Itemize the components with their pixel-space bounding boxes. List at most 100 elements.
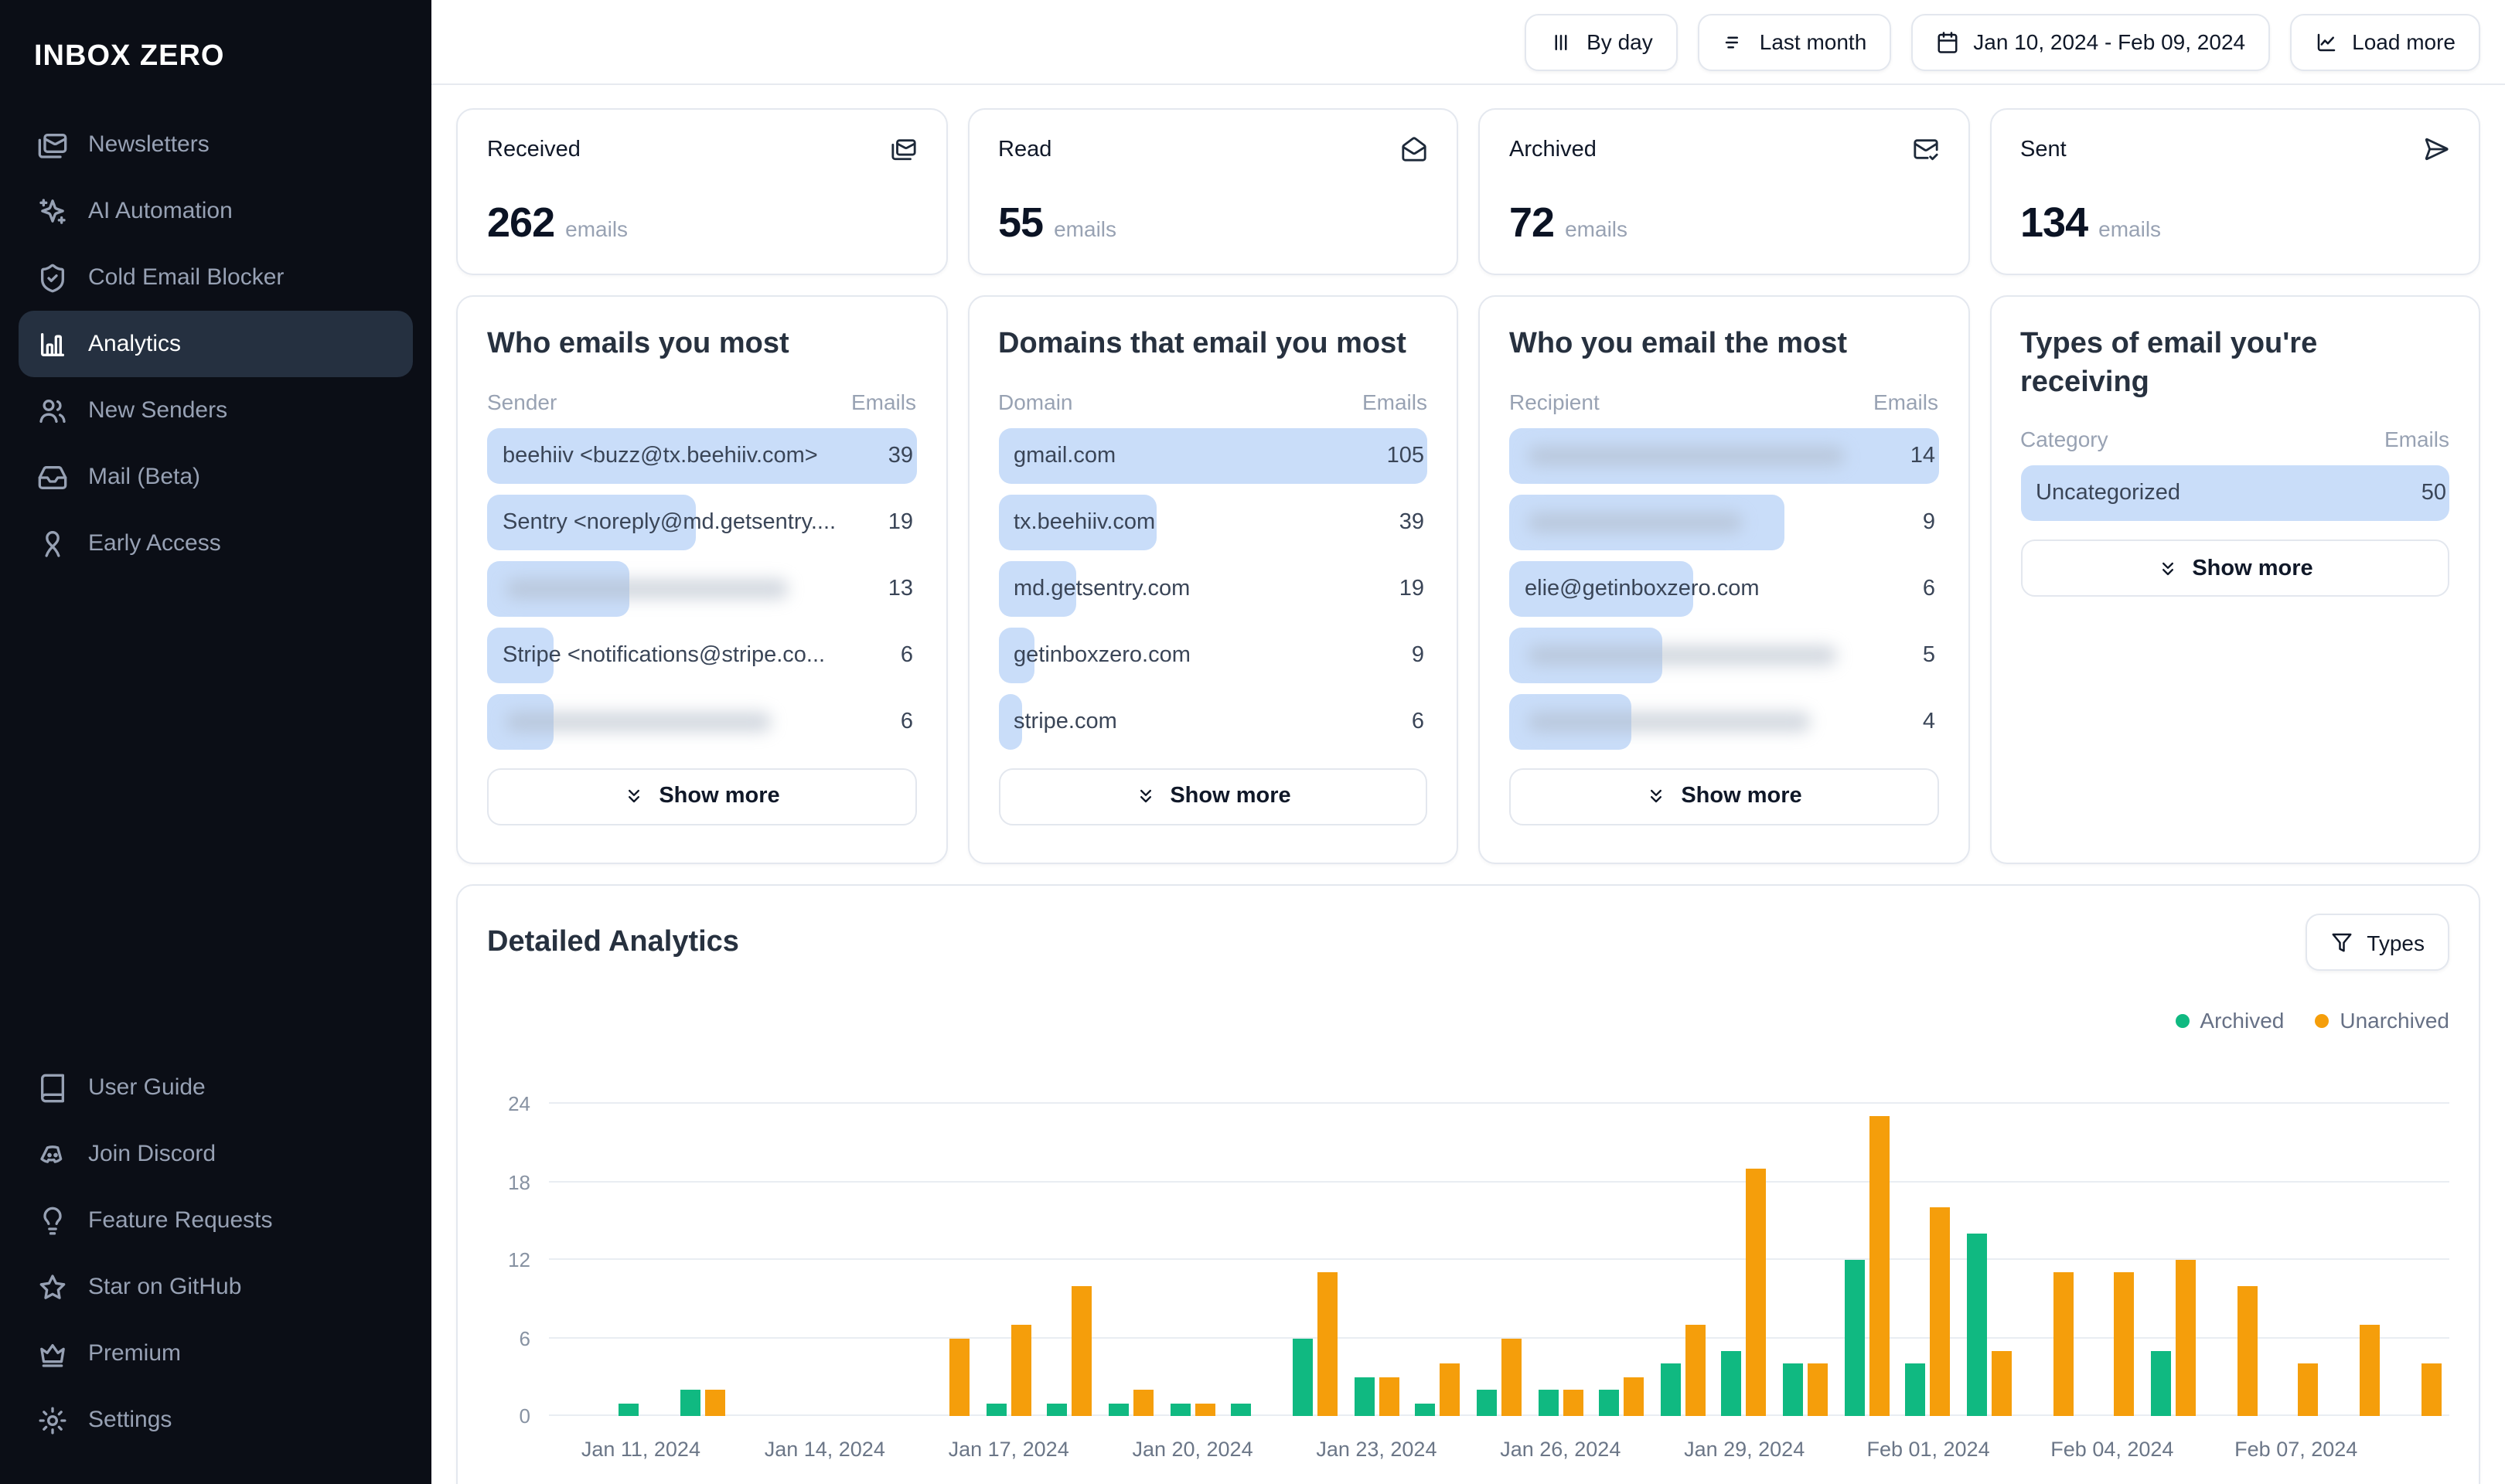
legend-item-unarchived: Unarchived <box>2315 1008 2449 1033</box>
sparkles-icon <box>37 196 68 226</box>
chart-day-slot <box>1407 1104 1468 1416</box>
sidebar-item-settings[interactable]: Settings <box>19 1387 413 1453</box>
bar-unarchived <box>2237 1285 2258 1416</box>
sidebar-item-feature-requests[interactable]: Feature Requests <box>19 1187 413 1254</box>
show-more-button[interactable]: Show more <box>998 768 1427 825</box>
table-row: md.getsentry.com 19 <box>998 560 1427 617</box>
x-tick-label: Feb 04, 2024 <box>2050 1438 2174 1461</box>
column-header: Emails <box>1362 389 1427 414</box>
bar-archived <box>1354 1377 1375 1416</box>
mails-icon <box>37 129 68 160</box>
bar-archived <box>986 1403 1007 1416</box>
chevrons-down-icon <box>2156 558 2178 580</box>
sidebar-item-new-senders[interactable]: New Senders <box>19 377 413 444</box>
bar-unarchived <box>1685 1325 1706 1416</box>
chart-day-slot <box>1101 1104 1162 1416</box>
chart-day-slot <box>917 1104 978 1416</box>
x-tick-label: Jan 23, 2024 <box>1316 1438 1437 1461</box>
chart-day-slot <box>2204 1104 2265 1416</box>
bar-archived <box>1905 1363 1926 1416</box>
sidebar-item-label: Cold Email Blocker <box>88 264 285 291</box>
row-bar <box>998 427 1427 484</box>
sidebar-item-premium[interactable]: Premium <box>19 1320 413 1387</box>
chart-day-slot <box>1223 1104 1284 1416</box>
sidebar-item-newsletters[interactable]: Newsletters <box>19 111 413 178</box>
table-row: 13 <box>487 560 916 617</box>
chevrons-down-icon <box>1134 785 1156 807</box>
list-card-title: Types of email you're receiving <box>2020 328 2318 399</box>
sidebar-item-user-guide[interactable]: User Guide <box>19 1054 413 1121</box>
bar-unarchived <box>1317 1272 1338 1416</box>
y-tick-label: 12 <box>508 1248 530 1271</box>
chart-day-slot <box>672 1104 733 1416</box>
types-filter-button[interactable]: Types <box>2305 914 2449 971</box>
stat-value: 72 <box>1509 199 1555 246</box>
stat-value: 262 <box>487 199 555 246</box>
column-header: Emails <box>1873 389 1938 414</box>
crown-icon <box>37 1338 68 1369</box>
stat-card-sent: Sent 134 emails <box>1989 108 2480 275</box>
sidebar-item-mail-beta[interactable]: Mail (Beta) <box>19 444 413 510</box>
mails-icon <box>890 136 916 162</box>
table-row: elie@getinboxzero.com 6 <box>1509 560 1938 617</box>
stat-unit: emails <box>1054 216 1117 241</box>
redacted-text <box>1528 512 1743 533</box>
sidebar-nav-footer: User Guide Join Discord Feature Requests St… <box>0 1054 431 1453</box>
chart-day-slot <box>1713 1104 1774 1416</box>
bar-unarchived <box>1930 1207 1951 1416</box>
show-more-label: Show more <box>1681 784 1802 809</box>
show-more-button[interactable]: Show more <box>1509 768 1938 825</box>
period-last-month-button[interactable]: Last month <box>1697 13 1892 70</box>
sidebar-item-early-access[interactable]: Early Access <box>19 510 413 577</box>
row-label: Uncategorized <box>2036 481 2180 506</box>
x-tick-label: Jan 26, 2024 <box>1500 1438 1621 1461</box>
row-bar <box>998 627 1035 683</box>
list-card-title: Who you email the most <box>1509 328 1848 360</box>
row-value: 50 <box>2421 481 2446 506</box>
row-value: 5 <box>1922 642 1935 668</box>
sidebar-nav-main: Newsletters AI Automation Cold Email Block… <box>0 111 431 577</box>
row-bar <box>487 627 554 683</box>
ribbon-icon <box>37 528 68 559</box>
chart-day-slot <box>1284 1104 1345 1416</box>
bar-chart-icon <box>37 328 68 359</box>
sidebar-item-cold-email-blocker[interactable]: Cold Email Blocker <box>19 244 413 311</box>
bar-archived <box>1721 1350 1742 1416</box>
y-tick-label: 6 <box>519 1326 530 1350</box>
domains-that-email-you-most-card: Domains that email you most Domain Emails g… <box>967 295 1458 864</box>
gridline <box>549 1414 2449 1416</box>
bar-archived <box>1783 1363 1804 1416</box>
bar-unarchived <box>2298 1363 2319 1416</box>
bar-unarchived <box>1072 1285 1092 1416</box>
chart-day-slot <box>2387 1104 2449 1416</box>
bar-archived <box>1660 1363 1681 1416</box>
bar-archived <box>1538 1390 1559 1416</box>
detailed-analytics-title: Detailed Analytics <box>487 926 739 958</box>
chart-day-slot <box>610 1104 671 1416</box>
table-row: Uncategorized 50 <box>2020 465 2449 522</box>
load-more-button[interactable]: Load more <box>2290 13 2480 70</box>
show-more-button[interactable]: Show more <box>487 768 916 825</box>
table-row: 9 <box>1509 494 1938 550</box>
list-card-title: Who emails you most <box>487 328 789 360</box>
chevrons-down-icon <box>1645 785 1667 807</box>
bar-unarchived <box>1379 1377 1399 1416</box>
chart-day-slot <box>1162 1104 1223 1416</box>
types-of-email-you-re-receiving-card: Types of email you're receiving Category E… <box>1989 295 2480 864</box>
sidebar-item-analytics[interactable]: Analytics <box>19 311 413 377</box>
chart-day-slot <box>1346 1104 1407 1416</box>
sidebar-item-join-discord[interactable]: Join Discord <box>19 1121 413 1187</box>
sidebar-item-ai-automation[interactable]: AI Automation <box>19 178 413 244</box>
view-by-day-button[interactable]: By day <box>1525 13 1678 70</box>
chart-day-slot <box>2081 1104 2142 1416</box>
bar-archived <box>1415 1403 1436 1416</box>
show-more-button[interactable]: Show more <box>2020 539 2449 597</box>
sidebar-item-label: Feature Requests <box>88 1207 273 1234</box>
types-button-label: Types <box>2367 930 2425 955</box>
sidebar-item-star-on-github[interactable]: Star on GitHub <box>19 1254 413 1320</box>
bar-archived <box>1293 1338 1313 1416</box>
discord-icon <box>37 1139 68 1169</box>
chart-x-axis: Jan 11, 2024 Jan 14, 2024 Jan 17, 2024 Jan … <box>549 1416 2449 1462</box>
date-range-button[interactable]: Jan 10, 2024 - Feb 09, 2024 <box>1911 13 2271 70</box>
row-value: 6 <box>900 642 913 668</box>
